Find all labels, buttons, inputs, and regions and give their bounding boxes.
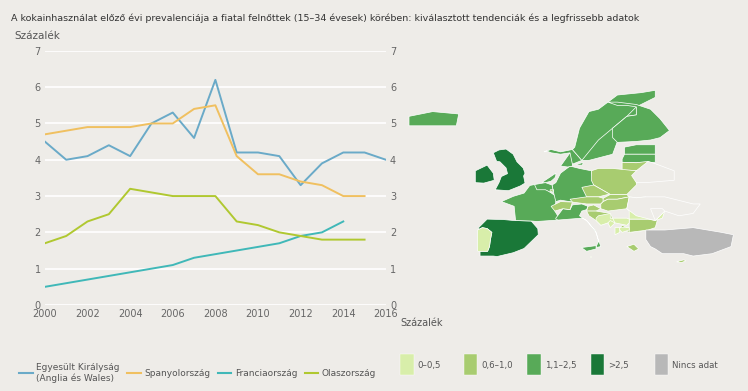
Polygon shape — [615, 228, 620, 235]
Polygon shape — [570, 197, 603, 204]
Text: A kokainhasználat előző évi prevalenciája a fiatal felnőttek (15–34 évesek) köré: A kokainhasználat előző évi prevalenciáj… — [11, 14, 640, 23]
Polygon shape — [608, 102, 669, 142]
Polygon shape — [550, 190, 554, 192]
Polygon shape — [625, 145, 655, 154]
Polygon shape — [478, 228, 492, 251]
Text: Százalék: Százalék — [14, 30, 60, 41]
Text: Százalék: Százalék — [400, 318, 443, 328]
Polygon shape — [651, 209, 665, 221]
Polygon shape — [610, 218, 629, 225]
Legend: Egyesült Királyság
(Anglia és Wales), Spanyolország, Franciaország, Olaszország: Egyesült Királyság (Anglia és Wales), Sp… — [16, 359, 380, 386]
Polygon shape — [501, 185, 560, 221]
Polygon shape — [551, 202, 572, 211]
Polygon shape — [586, 211, 613, 225]
Polygon shape — [631, 161, 674, 183]
Text: Nincs adat: Nincs adat — [672, 361, 717, 370]
Text: 1,1–2,5: 1,1–2,5 — [545, 361, 576, 370]
Polygon shape — [475, 165, 494, 183]
Polygon shape — [409, 111, 459, 126]
Polygon shape — [493, 149, 525, 191]
Polygon shape — [586, 205, 601, 211]
Polygon shape — [646, 228, 734, 256]
Polygon shape — [608, 221, 615, 228]
Polygon shape — [556, 204, 601, 248]
Polygon shape — [603, 194, 629, 202]
Text: 0,6–1,0: 0,6–1,0 — [481, 361, 512, 370]
Polygon shape — [629, 219, 657, 232]
Polygon shape — [572, 90, 655, 160]
Polygon shape — [622, 161, 649, 171]
Polygon shape — [535, 183, 554, 192]
Polygon shape — [620, 225, 649, 232]
Polygon shape — [592, 169, 637, 194]
Polygon shape — [627, 197, 700, 221]
Polygon shape — [479, 219, 539, 256]
Polygon shape — [677, 260, 686, 263]
Polygon shape — [542, 173, 556, 183]
Polygon shape — [544, 149, 582, 164]
Polygon shape — [627, 197, 665, 221]
Polygon shape — [478, 228, 492, 251]
Polygon shape — [627, 244, 639, 251]
Polygon shape — [596, 213, 615, 225]
Polygon shape — [620, 228, 629, 232]
Polygon shape — [601, 197, 629, 211]
Polygon shape — [581, 246, 596, 251]
Polygon shape — [582, 185, 610, 197]
Polygon shape — [572, 102, 637, 164]
Polygon shape — [622, 154, 655, 163]
Text: 0–0,5: 0–0,5 — [417, 361, 441, 370]
Polygon shape — [552, 166, 594, 202]
Text: >2,5: >2,5 — [608, 361, 629, 370]
Polygon shape — [574, 162, 583, 165]
Polygon shape — [560, 153, 572, 167]
